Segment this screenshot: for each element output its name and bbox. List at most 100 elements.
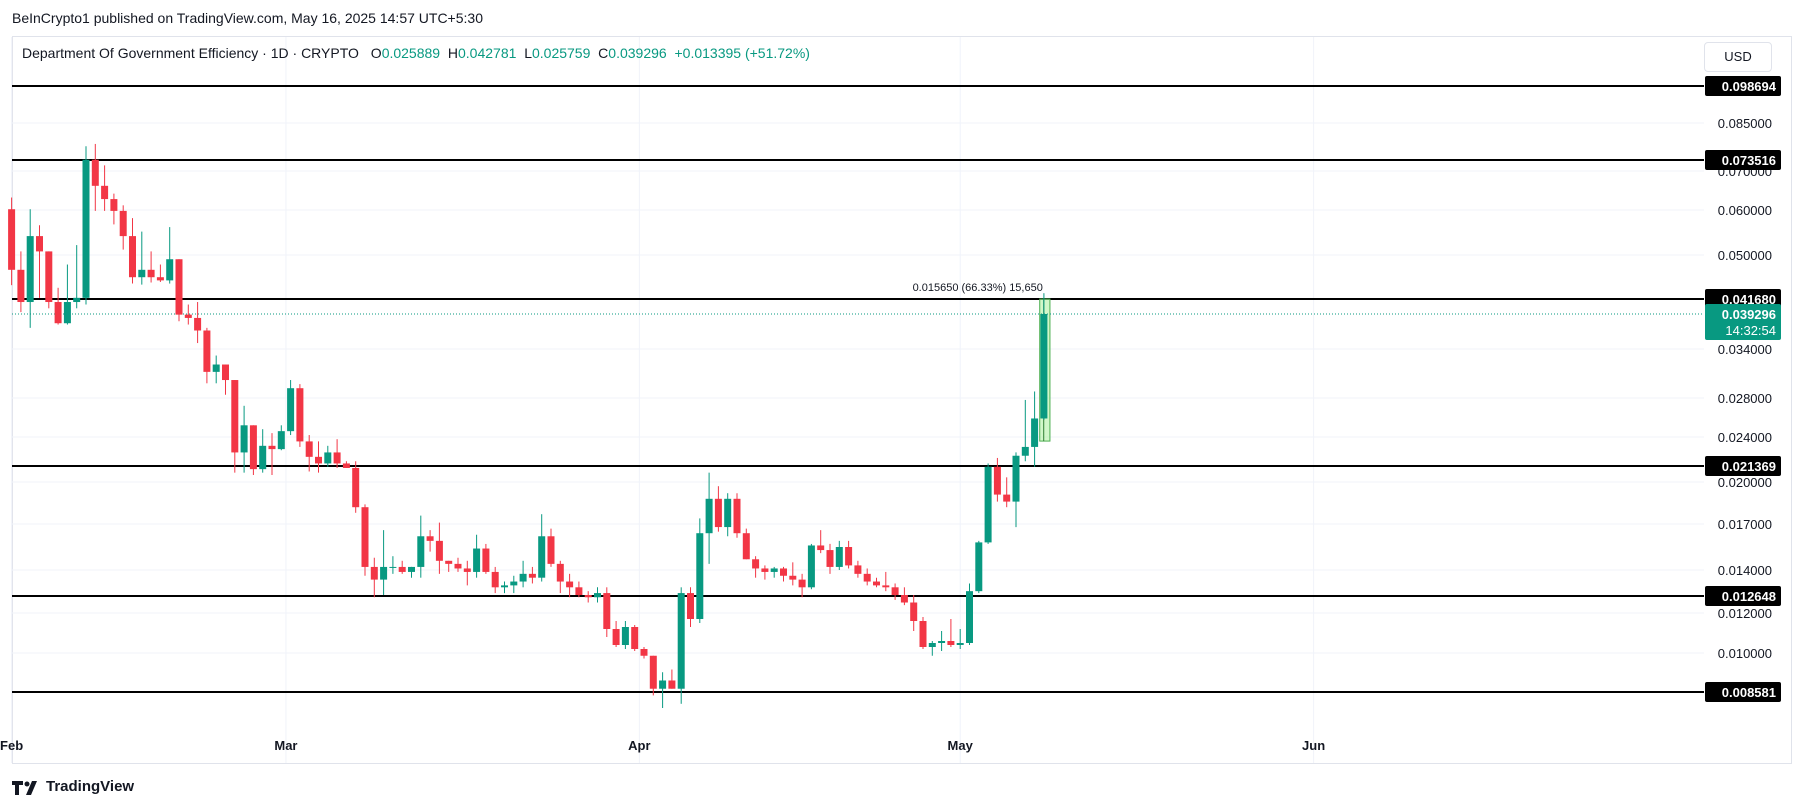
tradingview-logo[interactable]: TradingView	[12, 778, 134, 795]
candle-body	[566, 581, 574, 588]
close-value: 0.039296	[608, 45, 667, 61]
y-tick-label: 0.010000	[1718, 646, 1772, 661]
y-tick-label: 0.050000	[1718, 248, 1772, 263]
candle-body	[277, 431, 285, 450]
level-price-tag-text: 0.012648	[1722, 589, 1776, 604]
y-tick-label: 0.012000	[1718, 606, 1772, 621]
candle-body	[445, 560, 453, 564]
candle-body	[138, 269, 146, 278]
x-tick-label: Feb	[0, 738, 23, 753]
candle-body	[101, 185, 109, 200]
candle-body	[863, 573, 871, 582]
chart-frame	[12, 36, 1792, 764]
open-label: O	[370, 45, 382, 61]
measure-label: 0.015650 (66.33%) 15,650	[913, 282, 1043, 294]
candle-body	[352, 467, 360, 508]
candle-body	[817, 545, 825, 551]
candle-body	[993, 466, 1001, 495]
candle-body	[752, 559, 760, 569]
candle-body	[501, 585, 508, 588]
candle-body	[956, 643, 964, 645]
candle-body	[184, 314, 192, 318]
candle-body	[287, 388, 295, 432]
candle-body	[398, 566, 406, 572]
candle-body	[696, 533, 704, 619]
level-price-tag	[1705, 456, 1781, 476]
candle-body	[649, 655, 657, 689]
candle-body	[835, 547, 843, 567]
candle-body	[742, 533, 750, 560]
candle-body	[315, 456, 322, 464]
candle-body	[928, 643, 936, 647]
candle-body	[491, 571, 499, 588]
y-tick-label: 0.014000	[1718, 563, 1772, 578]
publisher-line: BeInCrypto1 published on TradingView.com…	[12, 10, 483, 26]
candle-body	[54, 302, 62, 324]
level-price-tag	[1705, 76, 1781, 96]
level-price-tag-text: 0.073516	[1722, 153, 1776, 168]
candle-body	[510, 581, 518, 586]
candle-body	[519, 573, 527, 582]
close-label: C	[598, 45, 609, 61]
candle-body	[26, 236, 34, 303]
candle-body	[147, 269, 155, 278]
y-tick-label: 0.085000	[1718, 116, 1772, 131]
candle-body	[640, 649, 648, 656]
candle-body	[538, 536, 546, 578]
currency-button[interactable]: USD	[1704, 42, 1772, 72]
y-tick-label: 0.017000	[1718, 517, 1772, 532]
candle-body	[156, 277, 164, 281]
candle-body	[603, 593, 611, 629]
candle-body	[575, 587, 583, 595]
level-price-tag	[1705, 150, 1781, 170]
x-tick-label: May	[948, 738, 974, 753]
candle-body	[882, 585, 890, 588]
high-value: 0.042781	[458, 45, 517, 61]
y-tick-label: 0.060000	[1718, 203, 1772, 218]
candle-body	[584, 595, 592, 598]
y-tick-label: 0.034000	[1718, 342, 1772, 357]
candle-body	[594, 593, 601, 598]
candle-body	[659, 680, 667, 689]
level-price-tag-text: 0.008581	[1722, 685, 1776, 700]
candle-body	[91, 159, 99, 186]
candle-body	[714, 498, 722, 528]
candle-body	[417, 536, 425, 567]
candle-body	[724, 498, 732, 528]
candle-body	[17, 269, 25, 303]
candle-body	[82, 159, 90, 298]
candle-body	[854, 565, 862, 574]
candle-body	[807, 545, 815, 588]
y-tick-label: 0.020000	[1718, 475, 1772, 490]
candle-body	[668, 680, 676, 689]
candle-body	[63, 302, 71, 324]
y-tick-label: 0.024000	[1718, 430, 1772, 445]
y-tick-label: 0.028000	[1718, 391, 1772, 406]
candle-body	[175, 259, 183, 315]
tradingview-logo-icon	[12, 780, 37, 795]
candle-body	[1031, 418, 1039, 447]
candle-body	[947, 641, 955, 645]
candle-body	[361, 507, 369, 567]
x-tick-label: Jun	[1302, 738, 1325, 753]
open-value: 0.025889	[381, 45, 441, 61]
candle-body	[966, 591, 973, 643]
level-price-tag	[1705, 586, 1781, 606]
change-value: +0.013395 (+51.72%)	[674, 45, 810, 61]
candle-body	[780, 568, 787, 576]
candle-body	[194, 317, 202, 331]
candle-body	[296, 388, 304, 442]
low-value: 0.025759	[531, 45, 591, 61]
candle-body	[36, 236, 43, 252]
candle-body	[891, 587, 899, 595]
candle-body	[342, 463, 350, 468]
candle-body	[547, 536, 555, 564]
candle-body	[733, 498, 741, 534]
candle-body	[324, 452, 332, 464]
high-label: H	[447, 45, 458, 61]
ohlc-legend: Department Of Government Efficiency · 1D…	[22, 45, 810, 61]
low-label: L	[524, 45, 532, 61]
level-price-tag-text: 0.021369	[1722, 459, 1776, 474]
candle-body	[631, 627, 639, 649]
